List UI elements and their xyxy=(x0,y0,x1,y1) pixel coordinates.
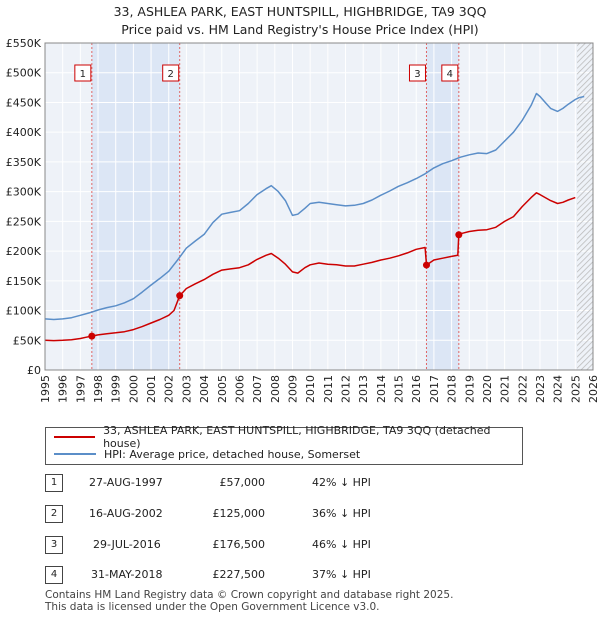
x-tick-label: 2023 xyxy=(534,375,547,403)
transaction-price: £176,500 xyxy=(212,538,266,551)
x-tick-label: 1997 xyxy=(74,375,87,403)
x-tick-label: 1995 xyxy=(39,375,52,403)
legend-label-property: 33, ASHLEA PARK, EAST HUNTSPILL, HIGHBRI… xyxy=(103,424,491,450)
legend-item-property: 33, ASHLEA PARK, EAST HUNTSPILL, HIGHBRI… xyxy=(54,424,522,450)
x-tick-label: 2006 xyxy=(233,375,246,403)
sale-marker-box xyxy=(441,64,459,82)
sale-marker-label: 4 xyxy=(447,69,453,80)
hpi-line xyxy=(44,92,585,321)
x-tick-label: 2004 xyxy=(198,375,211,403)
y-tick-label: £0 xyxy=(27,364,41,377)
sale-marker-label: 2 xyxy=(168,69,174,80)
x-tick-label: 2008 xyxy=(269,375,282,403)
transaction-date: 29-JUL-2016 xyxy=(93,538,161,551)
transaction-hpi: 36% ↓ HPI xyxy=(312,507,371,520)
transaction-hpi: 42% ↓ HPI xyxy=(312,476,371,489)
transaction-hpi: 37% ↓ HPI xyxy=(312,568,371,581)
legend-swatch-hpi xyxy=(54,453,96,455)
legend-label-hpi: HPI: Average price, detached house, Some… xyxy=(104,447,361,461)
x-tick-label: 2013 xyxy=(357,375,370,403)
x-tick-label: 1996 xyxy=(57,375,70,403)
x-tick-label: 2012 xyxy=(340,375,353,403)
y-tick-label: £100K xyxy=(6,305,42,318)
x-tick-label: 2001 xyxy=(145,375,158,403)
y-tick-label: £150K xyxy=(6,275,42,288)
sale-point xyxy=(422,261,430,269)
legend: 33, ASHLEA PARK, EAST HUNTSPILL, HIGHBRI… xyxy=(45,424,523,465)
sale-point xyxy=(176,292,184,300)
sale-point xyxy=(455,231,463,239)
sale-marker-box xyxy=(74,64,92,82)
chart-title: 33, ASHLEA PARK, EAST HUNTSPILL, HIGHBRI… xyxy=(113,4,487,19)
x-tick-label: 2010 xyxy=(304,375,317,403)
legend-item-hpi: HPI: Average price, detached house, Some… xyxy=(54,446,360,462)
legend-swatch-property xyxy=(54,436,96,438)
property-price-line xyxy=(44,192,576,342)
footer-license: This data is licensed under the Open Gov… xyxy=(45,601,380,613)
y-tick-label: £350K xyxy=(6,156,42,169)
transaction-date: 16-AUG-2002 xyxy=(89,507,163,520)
sale-period-band xyxy=(426,43,459,370)
x-tick-label: 2005 xyxy=(216,375,229,403)
sale-period-band xyxy=(91,43,180,370)
chart-subtitle: Price paid vs. HM Land Registry's House … xyxy=(121,22,479,37)
sale-point xyxy=(88,332,96,340)
y-tick-label: £450K xyxy=(6,96,42,109)
x-tick-label: 2002 xyxy=(163,375,176,403)
transaction-hpi: 46% ↓ HPI xyxy=(312,538,371,551)
x-tick-label: 2017 xyxy=(428,375,441,403)
y-tick-label: £400K xyxy=(6,126,42,139)
y-tick-label: £200K xyxy=(6,245,42,258)
x-tick-label: 2022 xyxy=(516,375,529,403)
transaction-date: 27-AUG-1997 xyxy=(89,476,163,489)
x-tick-label: 2011 xyxy=(322,375,335,403)
x-tick-label: 2018 xyxy=(446,375,459,403)
x-tick-label: 2003 xyxy=(180,375,193,403)
sale-marker-label: 1 xyxy=(80,69,86,80)
forecast-region xyxy=(577,43,593,370)
transaction-badge: 4 xyxy=(45,566,63,584)
y-tick-label: £50K xyxy=(13,334,42,347)
x-tick-label: 1998 xyxy=(92,375,105,403)
sale-marker-label: 3 xyxy=(414,69,420,80)
sale-marker-box xyxy=(408,64,426,82)
y-tick-label: £300K xyxy=(6,186,42,199)
x-tick-label: 2026 xyxy=(587,375,600,403)
footer-copyright: Contains HM Land Registry data © Crown c… xyxy=(45,589,454,601)
x-tick-label: 1999 xyxy=(110,375,123,403)
y-tick-label: £500K xyxy=(6,67,42,80)
x-tick-label: 2024 xyxy=(552,375,565,403)
transaction-badge: 2 xyxy=(45,505,63,523)
x-tick-label: 2025 xyxy=(569,375,582,403)
transaction-date: 31-MAY-2018 xyxy=(91,568,163,581)
x-tick-label: 2009 xyxy=(286,375,299,403)
transaction-price: £227,500 xyxy=(212,568,266,581)
y-tick-label: £250K xyxy=(6,215,42,228)
price-chart: £0 £50K £100K £150K £200K £250K £300K £350K £400… xyxy=(6,37,600,403)
x-tick-label: 2016 xyxy=(410,375,423,403)
transaction-badge: 3 xyxy=(45,536,63,554)
transaction-badge: 1 xyxy=(45,474,63,492)
sale-marker-box xyxy=(162,64,180,82)
x-tick-label: 2021 xyxy=(499,375,512,403)
y-tick-label: £550K xyxy=(6,37,42,50)
x-tick-label: 2014 xyxy=(375,375,388,403)
x-tick-label: 2007 xyxy=(251,375,264,403)
x-tick-label: 2000 xyxy=(127,375,140,403)
x-tick-label: 2020 xyxy=(481,375,494,403)
x-tick-label: 2015 xyxy=(393,375,406,403)
transaction-price: £125,000 xyxy=(212,507,266,520)
x-tick-label: 2019 xyxy=(463,375,476,403)
plot-border xyxy=(44,42,594,371)
transaction-price: £57,000 xyxy=(219,476,266,489)
